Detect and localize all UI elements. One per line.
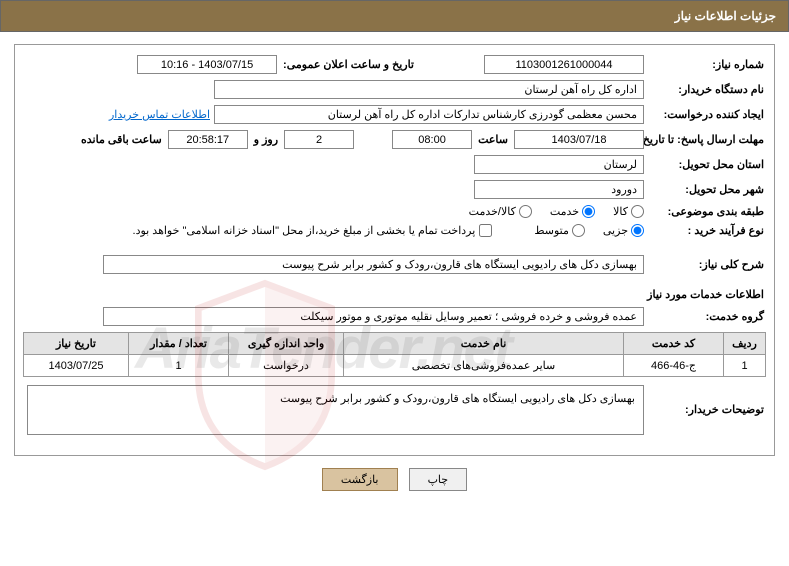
payment-checkbox-group[interactable]: پرداخت تمام یا بخشی از مبلغ خرید،از محل … (133, 224, 493, 237)
delivery-province-label: استان محل تحویل: (648, 158, 766, 171)
time-label: ساعت (476, 133, 510, 146)
th-qty: تعداد / مقدار (129, 333, 229, 355)
radio-service[interactable]: خدمت (550, 205, 595, 218)
requester-value: محسن معظمی گودرزی کارشناس تدارکات اداره … (214, 105, 644, 124)
delivery-city-label: شهر محل تحویل: (648, 183, 766, 196)
th-service-name: نام خدمت (344, 333, 624, 355)
services-table: ردیف کد خدمت نام خدمت واحد اندازه گیری ت… (23, 332, 766, 377)
radio-small-label: جزیی (603, 224, 628, 237)
radio-medium-label: متوسط (534, 224, 569, 237)
row-buyer-org: نام دستگاه خریدار: اداره کل راه آهن لرست… (23, 80, 766, 99)
td-need-date: 1403/07/25 (24, 355, 129, 377)
panel-title: جزئیات اطلاعات نیاز (675, 9, 776, 23)
general-desc-label: شرح کلی نیاز: (648, 258, 766, 271)
radio-goods-label: کالا (613, 205, 628, 218)
radio-medium-input[interactable] (572, 224, 585, 237)
row-service-group: گروه خدمت: عمده فروشی و خرده فروشی ؛ تعم… (23, 307, 766, 326)
row-deadline: مهلت ارسال پاسخ: تا تاریخ: 1403/07/18 سا… (23, 130, 766, 149)
buyer-notes-value: بهسازی دکل های رادیویی ایستگاه های قارون… (27, 385, 644, 435)
delivery-city-value: دورود (474, 180, 644, 199)
need-number-label: شماره نیاز: (648, 58, 766, 71)
row-general-desc: شرح کلی نیاز: بهسازی دکل های رادیویی ایس… (23, 255, 766, 274)
td-unit: درخواست (229, 355, 344, 377)
radio-both[interactable]: کالا/خدمت (469, 205, 532, 218)
purchase-type-label: نوع فرآیند خرید : (648, 224, 766, 237)
row-category: طبقه بندی موضوعی: کالا خدمت کالا/خدمت (23, 205, 766, 218)
back-button[interactable]: بازگشت (322, 468, 398, 491)
table-row: 1 ج-46-466 سایر عمده‌فروشی‌های تخصصی درخ… (24, 355, 766, 377)
panel-header: جزئیات اطلاعات نیاز (0, 0, 789, 32)
payment-checkbox[interactable] (479, 224, 492, 237)
delivery-province-value: لرستان (474, 155, 644, 174)
th-unit: واحد اندازه گیری (229, 333, 344, 355)
need-number-value: 1103001261000044 (484, 55, 644, 74)
row-need-number: شماره نیاز: 1103001261000044 تاریخ و ساع… (23, 55, 766, 74)
th-need-date: تاریخ نیاز (24, 333, 129, 355)
days-count-value: 2 (284, 130, 354, 149)
td-service-code: ج-46-466 (624, 355, 724, 377)
buyer-contact-link[interactable]: اطلاعات تماس خریدار (109, 108, 210, 121)
requester-label: ایجاد کننده درخواست: (648, 108, 766, 121)
td-qty: 1 (129, 355, 229, 377)
row-buyer-notes: توضیحات خریدار: بهسازی دکل های رادیویی ا… (23, 385, 766, 435)
radio-small[interactable]: جزیی (603, 224, 644, 237)
row-delivery-province: استان محل تحویل: لرستان (23, 155, 766, 174)
radio-both-label: کالا/خدمت (469, 205, 516, 218)
radio-goods[interactable]: کالا (613, 205, 644, 218)
announce-date-value: 1403/07/15 - 10:16 (137, 55, 277, 74)
radio-medium[interactable]: متوسط (534, 224, 585, 237)
row-purchase-type: نوع فرآیند خرید : جزیی متوسط پرداخت تمام… (23, 224, 766, 237)
radio-small-input[interactable] (631, 224, 644, 237)
category-label: طبقه بندی موضوعی: (648, 205, 766, 218)
remaining-time-value: 20:58:17 (168, 130, 248, 149)
buyer-org-label: نام دستگاه خریدار: (648, 83, 766, 96)
radio-service-label: خدمت (550, 205, 579, 218)
th-service-code: کد خدمت (624, 333, 724, 355)
deadline-date-value: 1403/07/18 (514, 130, 644, 149)
td-row: 1 (724, 355, 766, 377)
buyer-notes-label: توضیحات خریدار: (648, 385, 766, 416)
payment-note-label: پرداخت تمام یا بخشی از مبلغ خرید،از محل … (133, 224, 476, 237)
button-row: چاپ بازگشت (0, 468, 789, 491)
buyer-org-value: اداره کل راه آهن لرستان (214, 80, 644, 99)
general-desc-value: بهسازی دکل های رادیویی ایستگاه های قارون… (103, 255, 644, 274)
radio-service-input[interactable] (582, 205, 595, 218)
radio-both-input[interactable] (519, 205, 532, 218)
print-button[interactable]: چاپ (409, 468, 468, 491)
row-delivery-city: شهر محل تحویل: دورود (23, 180, 766, 199)
deadline-label: مهلت ارسال پاسخ: تا تاریخ: (648, 133, 766, 146)
deadline-time-value: 08:00 (392, 130, 472, 149)
service-group-label: گروه خدمت: (648, 310, 766, 323)
th-row: ردیف (724, 333, 766, 355)
td-service-name: سایر عمده‌فروشی‌های تخصصی (344, 355, 624, 377)
table-header-row: ردیف کد خدمت نام خدمت واحد اندازه گیری ت… (24, 333, 766, 355)
days-and-label: روز و (252, 133, 280, 146)
radio-goods-input[interactable] (631, 205, 644, 218)
service-group-value: عمده فروشی و خرده فروشی ؛ تعمیر وسایل نق… (103, 307, 644, 326)
main-panel: AriaTender.net شماره نیاز: 1103001261000… (14, 44, 775, 456)
announce-date-label: تاریخ و ساعت اعلان عمومی: (281, 58, 416, 71)
row-requester: ایجاد کننده درخواست: محسن معظمی گودرزی ک… (23, 105, 766, 124)
service-info-title: اطلاعات خدمات مورد نیاز (25, 288, 764, 301)
remaining-label: ساعت باقی مانده (79, 133, 164, 146)
